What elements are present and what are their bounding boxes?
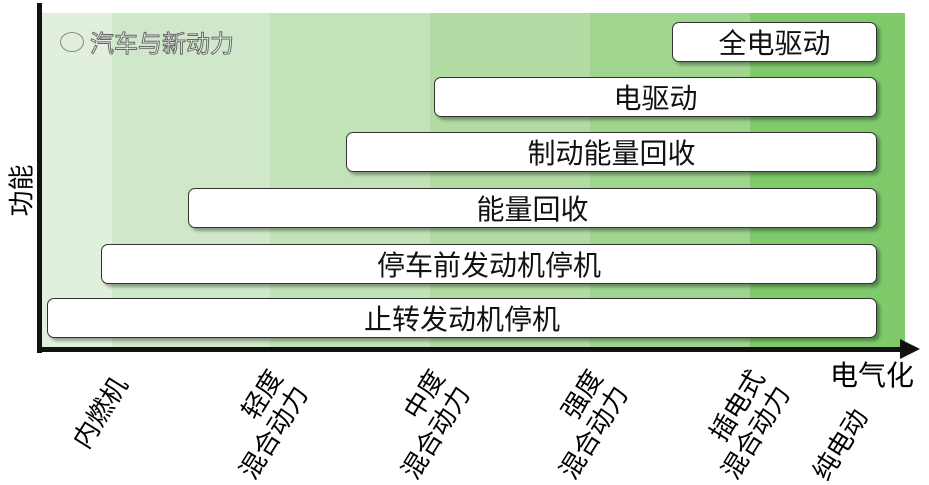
function-label: 制动能量回收 xyxy=(527,137,696,170)
band-ice xyxy=(40,13,112,347)
category-bev: 纯电动 xyxy=(808,404,875,485)
category-ice: 内燃机 xyxy=(68,372,135,454)
band-mild-hybrid xyxy=(112,13,270,347)
y-axis xyxy=(37,3,42,353)
category-line: 内燃机 xyxy=(67,372,135,455)
function-label: 停车前发动机停机 xyxy=(376,249,601,282)
function-bar-energy-recovery: 能量回收 xyxy=(188,188,877,228)
category-medium-hybrid: 中度 混合动力 xyxy=(371,365,477,485)
category-line: 纯电动 xyxy=(807,404,875,485)
function-label: 能量回收 xyxy=(476,193,589,226)
function-label: 全电驱动 xyxy=(718,27,831,60)
x-axis-arrow-icon xyxy=(900,339,920,359)
category-full-hybrid: 强度 混合动力 xyxy=(529,365,635,485)
function-bar-full-electric-drive: 全电驱动 xyxy=(672,22,877,62)
y-axis-label: 功能 xyxy=(7,164,38,217)
x-axis-label: 电气化 xyxy=(830,359,915,392)
watermark: 汽车与新动力 xyxy=(60,24,235,59)
function-bar-electric-drive: 电驱动 xyxy=(434,77,877,117)
band-plugin-hybrid xyxy=(590,13,750,347)
function-label: 止转发动机停机 xyxy=(363,303,560,336)
band-full-hybrid xyxy=(430,13,590,347)
function-bar-stop-before-halt: 停车前发动机停机 xyxy=(101,244,877,284)
category-plugin-hybrid: 插电式 混合动力 xyxy=(691,365,797,485)
wechat-icon xyxy=(60,31,84,52)
band-bev xyxy=(750,13,905,347)
category-mild-hybrid: 轻度 混合动力 xyxy=(209,365,315,485)
function-bar-regen-braking: 制动能量回收 xyxy=(346,132,877,172)
function-label: 电驱动 xyxy=(613,82,698,115)
x-axis xyxy=(37,347,905,352)
band-medium-hybrid xyxy=(270,13,430,347)
function-bar-start-stop: 止转发动机停机 xyxy=(47,298,877,338)
watermark-text: 汽车与新动力 xyxy=(90,30,235,59)
